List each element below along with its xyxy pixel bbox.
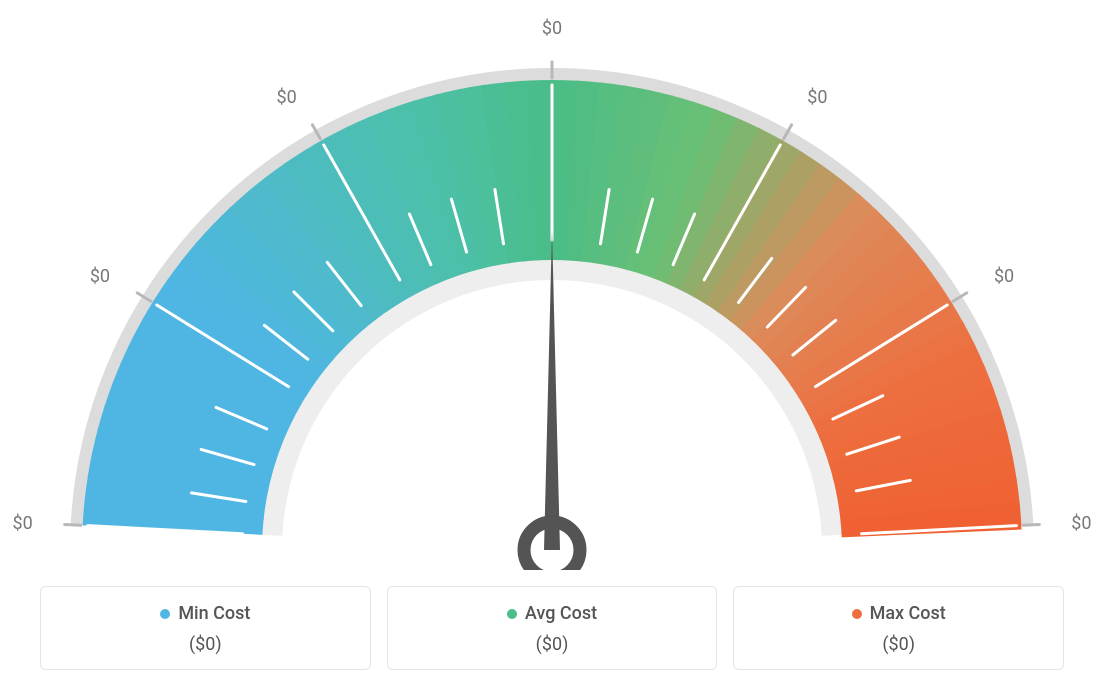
gauge-container: $0 $0 $0 $0 $0 $0 $0 [0, 10, 1104, 560]
legend-label-max: Max Cost [870, 603, 946, 624]
svg-text:$0: $0 [807, 87, 827, 108]
svg-text:$0: $0 [276, 87, 296, 108]
legend-value-min: ($0) [53, 634, 358, 655]
legend-card-max: Max Cost ($0) [733, 586, 1064, 670]
legend-card-avg: Avg Cost ($0) [387, 586, 718, 670]
svg-text:$0: $0 [994, 266, 1014, 287]
svg-text:$0: $0 [1071, 513, 1091, 534]
legend-value-avg: ($0) [400, 634, 705, 655]
svg-text:$0: $0 [542, 18, 562, 39]
svg-text:$0: $0 [90, 266, 110, 287]
legend-dot-max [852, 609, 862, 619]
gauge-chart: $0 $0 $0 $0 $0 $0 $0 [0, 10, 1104, 570]
legend-title-row: Avg Cost [400, 603, 705, 624]
legend-title-row: Min Cost [53, 603, 358, 624]
legend-dot-min [160, 609, 170, 619]
legend-row: Min Cost ($0) Avg Cost ($0) Max Cost ($0… [40, 586, 1064, 670]
legend-label-min: Min Cost [178, 603, 250, 624]
legend-label-avg: Avg Cost [525, 603, 597, 624]
svg-text:$0: $0 [12, 513, 32, 534]
legend-dot-avg [507, 609, 517, 619]
legend-card-min: Min Cost ($0) [40, 586, 371, 670]
legend-value-max: ($0) [746, 634, 1051, 655]
legend-title-row: Max Cost [746, 603, 1051, 624]
